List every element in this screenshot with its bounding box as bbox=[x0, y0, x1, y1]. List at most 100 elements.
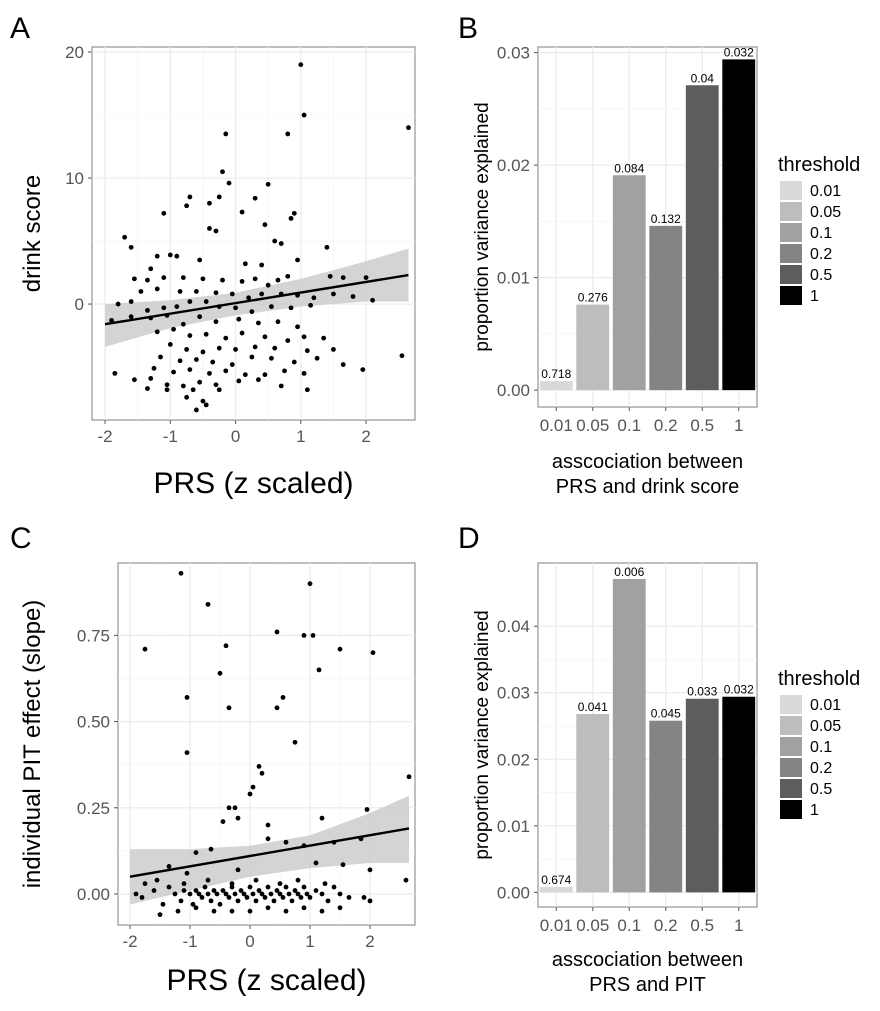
data-point bbox=[211, 888, 217, 893]
x-tick-label: 0.01 bbox=[540, 916, 573, 935]
data-point bbox=[109, 318, 114, 323]
bar-1 bbox=[722, 59, 756, 391]
data-point bbox=[205, 601, 211, 607]
data-point bbox=[250, 891, 256, 897]
data-point bbox=[269, 355, 274, 361]
data-point bbox=[283, 839, 289, 845]
data-point bbox=[161, 305, 167, 311]
x-tick-label: -2 bbox=[122, 932, 137, 951]
data-point bbox=[253, 898, 259, 904]
x-tick-label: 1 bbox=[734, 916, 743, 935]
y-axis-title: proportion variance explained bbox=[472, 102, 493, 351]
x-tick-label: 2 bbox=[365, 932, 374, 951]
legend-label: 0.5 bbox=[810, 781, 832, 798]
data-point bbox=[213, 382, 219, 388]
data-point bbox=[205, 891, 211, 897]
y-tick-label: 0 bbox=[75, 295, 84, 314]
y-tick-label: 10 bbox=[65, 169, 84, 188]
y-tick-label: 0.03 bbox=[497, 684, 530, 703]
legend-label: 0.1 bbox=[810, 225, 832, 242]
trend-line bbox=[129, 827, 410, 878]
x-tick-label: 0.5 bbox=[690, 416, 714, 435]
data-point bbox=[301, 884, 307, 890]
bar-0.05 bbox=[576, 304, 610, 391]
data-point bbox=[211, 908, 217, 914]
data-point bbox=[337, 646, 343, 652]
data-point bbox=[370, 650, 376, 656]
data-point bbox=[174, 253, 180, 259]
data-point bbox=[235, 898, 241, 904]
data-point bbox=[286, 891, 292, 897]
data-point bbox=[239, 330, 245, 336]
panel-letter-d: D bbox=[458, 522, 480, 555]
x-axis-title: PRS (z scaled) bbox=[166, 964, 366, 997]
data-point bbox=[233, 347, 238, 352]
bar-value-label: 0.04 bbox=[691, 71, 715, 85]
legend-swatch bbox=[780, 758, 802, 777]
data-point bbox=[236, 378, 242, 384]
legend-swatch bbox=[780, 779, 802, 798]
data-point bbox=[213, 290, 219, 296]
data-point bbox=[246, 295, 252, 301]
confidence-band bbox=[105, 248, 409, 347]
data-point bbox=[259, 262, 265, 268]
data-point bbox=[161, 210, 167, 216]
data-point bbox=[190, 901, 196, 907]
x-tick-label: 1 bbox=[305, 932, 314, 951]
x-tick-label: 1 bbox=[296, 427, 305, 446]
y-axis-title: drink score bbox=[19, 175, 46, 292]
panel-b-bar: 0.00 0.01 0.02 0.03 0.718 0.01 0.276 0.05 0.084 0… bbox=[472, 44, 758, 498]
data-point bbox=[233, 305, 238, 311]
data-point bbox=[337, 905, 343, 911]
data-point bbox=[145, 386, 150, 391]
data-point bbox=[304, 387, 310, 393]
data-point bbox=[217, 901, 223, 907]
y-tick-label: 0.75 bbox=[77, 626, 110, 645]
data-point bbox=[216, 387, 222, 393]
bar-0.1 bbox=[612, 578, 646, 893]
data-point bbox=[282, 368, 287, 374]
bar-value-label: 0.718 bbox=[541, 367, 571, 381]
data-point bbox=[256, 888, 262, 893]
data-point bbox=[278, 241, 284, 246]
data-point bbox=[295, 891, 301, 897]
data-point bbox=[285, 273, 291, 279]
data-point bbox=[151, 365, 157, 371]
data-point bbox=[229, 362, 235, 367]
data-point bbox=[184, 347, 190, 352]
data-point bbox=[280, 695, 286, 700]
x-axis-title: asscociation between bbox=[552, 451, 743, 473]
data-point bbox=[319, 908, 325, 914]
data-point bbox=[285, 131, 291, 137]
data-point bbox=[350, 294, 356, 299]
bar-value-label: 0.033 bbox=[687, 685, 717, 699]
x-tick-label: 0.05 bbox=[576, 916, 609, 935]
data-point bbox=[177, 358, 183, 364]
x-axis-title: PRS and drink score bbox=[556, 476, 739, 498]
data-point bbox=[128, 244, 134, 250]
data-point bbox=[367, 898, 373, 904]
data-point bbox=[232, 805, 238, 811]
data-point bbox=[148, 266, 154, 272]
data-point bbox=[265, 822, 271, 828]
data-point bbox=[200, 349, 206, 355]
plot-background bbox=[537, 562, 758, 908]
data-point bbox=[194, 407, 199, 413]
data-point bbox=[166, 863, 172, 869]
x-tick-label: 0.1 bbox=[617, 416, 641, 435]
data-point bbox=[207, 200, 212, 206]
data-point bbox=[247, 791, 253, 797]
data-point bbox=[181, 881, 187, 887]
data-point bbox=[132, 276, 137, 282]
data-point bbox=[154, 877, 160, 883]
data-point bbox=[187, 333, 193, 338]
data-point bbox=[142, 646, 148, 652]
data-point bbox=[238, 888, 244, 893]
x-tick-label: 0 bbox=[245, 932, 254, 951]
data-point bbox=[239, 209, 245, 215]
data-point bbox=[360, 367, 366, 372]
data-point bbox=[301, 905, 307, 911]
data-point bbox=[363, 275, 369, 281]
data-point bbox=[283, 884, 289, 890]
